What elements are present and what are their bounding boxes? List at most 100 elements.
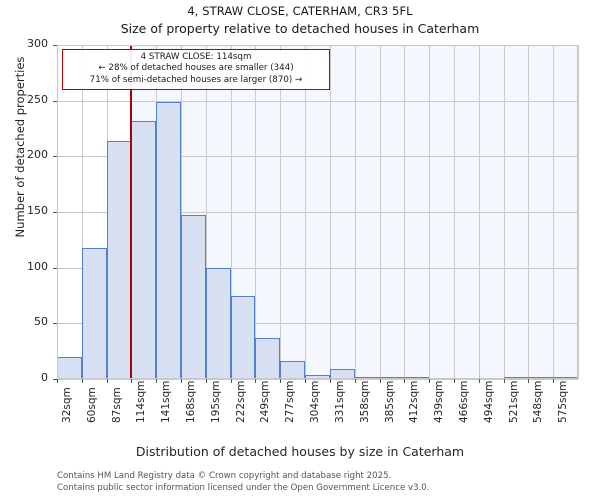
page-title: 4, STRAW CLOSE, CATERHAM, CR3 5FL (187, 4, 413, 18)
y-axis-tick-label: 0 (41, 371, 48, 384)
gridline-vertical (380, 45, 381, 379)
gridline-vertical (206, 45, 207, 379)
x-axis-tick-label: 304sqm (309, 380, 322, 423)
y-axis-tick-mark (53, 323, 57, 324)
histogram-bar (231, 295, 255, 379)
x-axis-tick-label: 439sqm (433, 380, 446, 423)
histogram-bar (429, 378, 454, 379)
gridline-vertical (181, 45, 182, 379)
x-axis-tick-label: 222sqm (234, 380, 247, 423)
attribution-footer: Contains HM Land Registry data © Crown c… (57, 471, 597, 494)
x-axis-tick-mark (131, 379, 132, 383)
histogram-bar (504, 377, 528, 379)
y-axis-tick-mark (53, 156, 57, 157)
x-axis-tick-mark (528, 379, 529, 383)
histogram-bars (57, 45, 578, 379)
x-axis-tick-mark (156, 379, 157, 383)
x-axis-tick-label: 385sqm (383, 380, 396, 423)
x-axis-tick-mark (429, 379, 430, 383)
gridline-vertical (280, 45, 281, 379)
x-axis-tick-label: 195sqm (209, 380, 222, 423)
subject-property-annotation: 4 STRAW CLOSE: 114sqm ← 28% of detached … (62, 49, 330, 90)
y-axis-tick-label: 100 (27, 259, 48, 273)
y-axis-tick-label: 150 (27, 204, 48, 217)
gridline-horizontal (57, 212, 578, 213)
y-axis-tick-mark (53, 212, 57, 213)
gridline-vertical (528, 45, 529, 379)
x-axis-tick-mark (355, 379, 356, 383)
x-axis-tick-label: 358sqm (358, 380, 371, 423)
annotation-line-2: ← 28% of detached houses are smaller (34… (98, 63, 294, 74)
histogram-bar (553, 377, 578, 379)
y-axis-tick-mark (53, 101, 57, 102)
x-axis-tick-mark (330, 379, 331, 383)
x-axis-tick-mark (255, 379, 256, 383)
y-axis-tick-mark (53, 379, 57, 380)
x-axis-tick-mark (206, 379, 207, 383)
x-axis-tick-mark (107, 379, 108, 383)
gridline-vertical (429, 45, 430, 379)
x-axis-tick-label: 32sqm (61, 387, 73, 423)
histogram-bar (454, 378, 479, 379)
annotation-line-1: 4 STRAW CLOSE: 114sqm (140, 52, 252, 62)
histogram-bar (479, 378, 504, 379)
y-axis-tick-label: 50 (34, 315, 48, 329)
histogram-bar (255, 337, 280, 379)
x-axis-tick-label: 114sqm (135, 380, 148, 423)
x-axis-tick-mark (82, 379, 83, 383)
gridline-vertical (504, 45, 505, 379)
y-axis-tick-mark (53, 268, 57, 269)
histogram-bar (355, 376, 380, 379)
histogram-bar (528, 377, 553, 379)
x-axis-tick-label: 87sqm (110, 387, 123, 423)
x-axis-tick-label: 521sqm (507, 380, 520, 423)
subject-property-marker-line (130, 45, 132, 379)
footer-line-1: Contains HM Land Registry data © Crown c… (57, 471, 392, 481)
histogram-bar (82, 247, 107, 379)
histogram-bar (305, 374, 330, 379)
gridline-vertical (355, 45, 356, 379)
x-axis-tick-mark (553, 379, 554, 383)
x-axis-tick-label: 141sqm (160, 380, 173, 423)
gridline-horizontal (57, 156, 578, 158)
y-axis-tick-label: 250 (27, 92, 48, 106)
annotation-line-3: 71% of semi-detached houses are larger (… (89, 74, 303, 85)
gridline-vertical (231, 45, 232, 379)
footer-line-2: Contains public sector information licen… (57, 482, 430, 493)
x-axis-tick-label: 412sqm (408, 380, 421, 423)
chart-subtitle: Size of property relative to detached ho… (120, 21, 480, 36)
histogram-bar (380, 376, 404, 379)
x-axis-tick-mark (454, 379, 455, 383)
gridline-vertical (454, 45, 455, 379)
x-axis-tick-label: 168sqm (185, 380, 198, 423)
histogram-bar (330, 368, 355, 379)
histogram-bar (156, 101, 181, 379)
gridline-vertical (330, 45, 331, 379)
x-axis-label: Distribution of detached houses by size … (135, 444, 465, 459)
gridline-vertical (404, 45, 405, 379)
histogram-bar (404, 377, 429, 379)
x-axis-tick-label: 249sqm (259, 380, 272, 423)
histogram-bar (181, 215, 206, 379)
gridline-horizontal (57, 267, 578, 269)
x-axis-tick-mark (231, 379, 232, 383)
x-axis-tick-label: 575sqm (557, 380, 570, 423)
x-axis-tick-mark (479, 379, 480, 383)
x-axis-tick-mark (57, 379, 58, 383)
x-axis-tick-label: 60sqm (85, 387, 98, 423)
gridline-vertical (553, 45, 554, 379)
x-axis-tick-mark (280, 379, 281, 383)
gridline-vertical (305, 45, 306, 379)
x-axis-tick-mark (380, 379, 381, 383)
x-axis-tick-mark (305, 379, 306, 383)
y-axis-tick-mark (53, 45, 57, 46)
gridline-horizontal (57, 100, 578, 102)
x-axis-tick-label: 331sqm (333, 380, 346, 423)
x-axis-tick-label: 494sqm (482, 380, 495, 423)
gridline-vertical (255, 45, 256, 379)
histogram-bar (57, 356, 82, 379)
x-axis-tick-label: 277sqm (284, 380, 297, 423)
plot-area (57, 45, 579, 380)
x-axis-tick-label: 466sqm (457, 380, 470, 423)
